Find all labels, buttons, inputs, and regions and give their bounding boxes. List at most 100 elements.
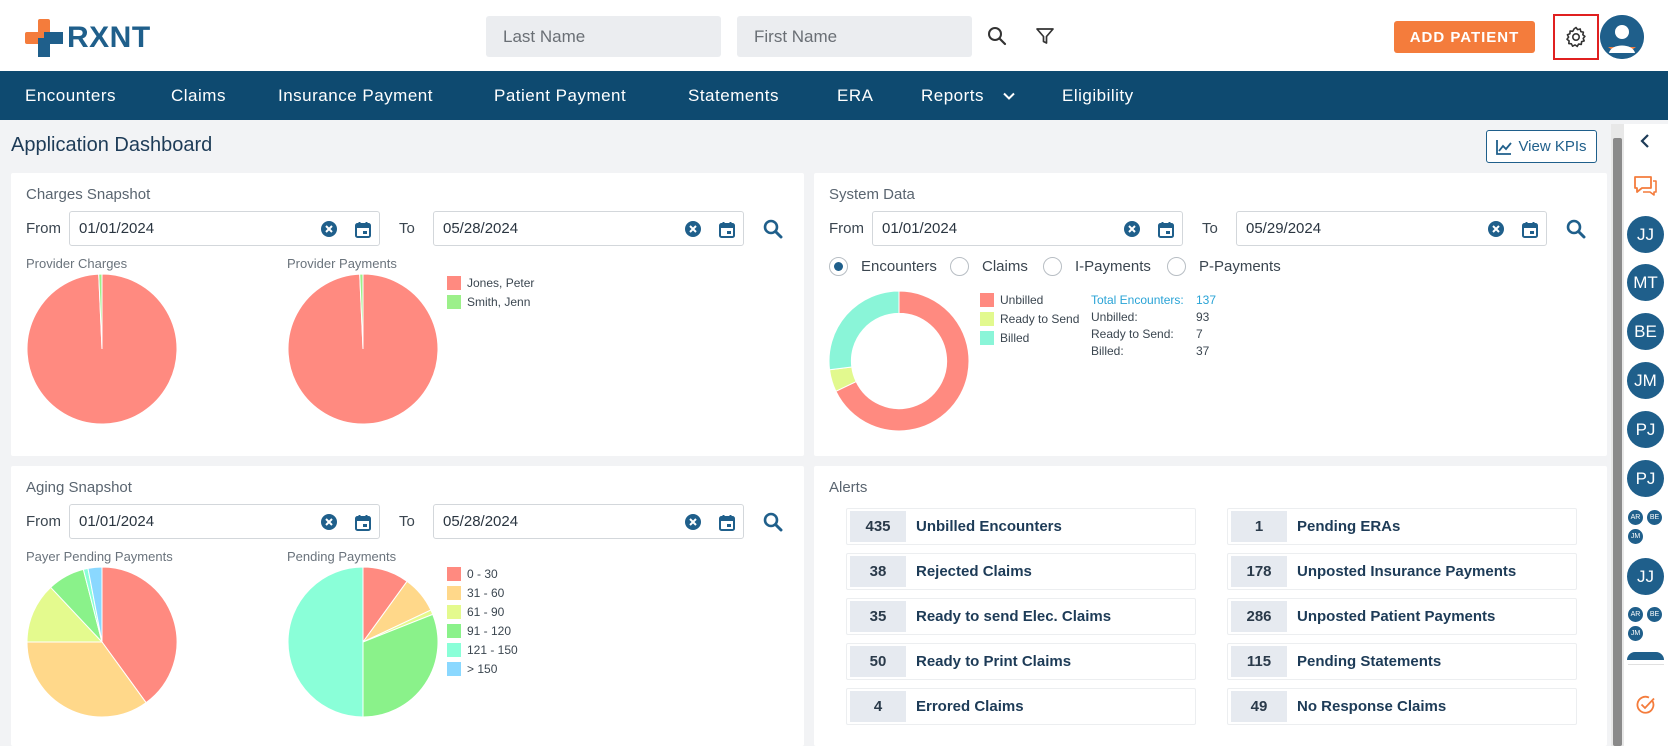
clear-icon[interactable] xyxy=(1486,219,1506,239)
rail-divider xyxy=(1628,664,1664,665)
calendar-icon[interactable] xyxy=(1156,219,1176,239)
calendar-icon[interactable] xyxy=(353,219,373,239)
last-name-input[interactable] xyxy=(486,16,721,57)
main-nav: Encounters Claims Insurance Payment Pati… xyxy=(0,71,1668,120)
alert-errored-claims[interactable]: 4 Errored Claims xyxy=(846,688,1196,725)
alert-label: Rejected Claims xyxy=(916,563,1032,580)
rail-mini-avatar[interactable]: BE xyxy=(1647,607,1662,622)
nav-patient-payment[interactable]: Patient Payment xyxy=(494,86,627,105)
alert-count: 35 xyxy=(850,601,906,632)
pie-slice-31-60 xyxy=(26,641,147,718)
stat-value: 37 xyxy=(1196,344,1210,358)
clear-icon[interactable] xyxy=(319,512,339,532)
nav-claims[interactable]: Claims xyxy=(171,86,226,105)
rxnt-logo[interactable]: RXNT xyxy=(25,18,151,58)
gear-icon xyxy=(1566,26,1586,48)
legend-item: 0 - 30 xyxy=(447,567,498,581)
alert-no-response-claims[interactable]: 49 No Response Claims xyxy=(1227,688,1577,725)
legend-item: Billed xyxy=(980,331,1029,345)
alert-unposted-patient[interactable]: 286 Unposted Patient Payments xyxy=(1227,598,1577,635)
calendar-icon[interactable] xyxy=(717,219,737,239)
radio-indicator xyxy=(1167,257,1186,276)
chat-icon[interactable] xyxy=(1632,174,1658,203)
alert-ready-elec-claims[interactable]: 35 Ready to send Elec. Claims xyxy=(846,598,1196,635)
clear-icon[interactable] xyxy=(1122,219,1142,239)
rail-avatar-partial[interactable] xyxy=(1627,652,1664,660)
legend-item: > 150 xyxy=(447,662,497,676)
provider-charges-label: Provider Charges xyxy=(26,256,128,271)
nav-statements[interactable]: Statements xyxy=(688,86,779,105)
rail-mini-avatar[interactable]: JM xyxy=(1628,626,1643,641)
radio-claims[interactable]: Claims xyxy=(950,257,1028,276)
pie-slice-121-150 xyxy=(287,566,364,718)
alert-unposted-insurance[interactable]: 178 Unposted Insurance Payments xyxy=(1227,553,1577,590)
rail-avatar[interactable]: PJ xyxy=(1627,460,1664,497)
alert-unbilled-encounters[interactable]: 435 Unbilled Encounters xyxy=(846,508,1196,545)
stat-key: Billed: xyxy=(1091,344,1124,358)
scrollbar-thumb[interactable] xyxy=(1613,138,1622,746)
nav-encounters[interactable]: Encounters xyxy=(25,86,116,105)
alert-rejected-claims[interactable]: 38 Rejected Claims xyxy=(846,553,1196,590)
alerts-panel: Alerts 435 Unbilled Encounters 38 Rejected… xyxy=(814,466,1607,746)
chevron-down-icon[interactable] xyxy=(1002,89,1016,108)
clear-icon[interactable] xyxy=(683,512,703,532)
pie-slice-unbilled xyxy=(835,290,970,432)
rail-mini-avatar[interactable]: AR xyxy=(1628,510,1643,525)
rail-avatar[interactable]: JM xyxy=(1627,362,1664,399)
charges-to-label: To xyxy=(399,220,415,237)
system-data-title: System Data xyxy=(829,186,915,203)
legend-label: 91 - 120 xyxy=(467,624,512,638)
check-circle-icon[interactable] xyxy=(1635,694,1657,721)
user-avatar[interactable] xyxy=(1600,15,1644,59)
first-name-input[interactable] xyxy=(737,16,972,57)
nav-insurance-payment[interactable]: Insurance Payment xyxy=(278,86,433,105)
search-icon[interactable] xyxy=(761,510,785,534)
search-icon[interactable] xyxy=(761,217,785,241)
rail-mini-avatar[interactable]: BE xyxy=(1647,510,1662,525)
legend-label: > 150 xyxy=(467,662,498,676)
clear-icon[interactable] xyxy=(683,219,703,239)
nav-reports[interactable]: Reports xyxy=(921,86,985,105)
calendar-icon[interactable] xyxy=(353,512,373,532)
radio-i-payments[interactable]: I-Payments xyxy=(1043,257,1151,276)
legend-item: Jones, Peter xyxy=(447,276,534,290)
rail-avatar[interactable]: BE xyxy=(1627,313,1664,350)
view-kpis-button[interactable]: View KPIs xyxy=(1486,130,1597,163)
rail-avatar[interactable]: JJ xyxy=(1627,558,1664,595)
calendar-icon[interactable] xyxy=(1520,219,1540,239)
total-encounters-stat[interactable]: Total Encounters: 137 xyxy=(1091,293,1216,307)
main-scrollbar[interactable] xyxy=(1611,124,1624,746)
search-icon[interactable] xyxy=(983,22,1011,50)
rail-mini-avatar[interactable]: AR xyxy=(1628,607,1643,622)
legend-label: 61 - 90 xyxy=(467,605,505,619)
chevron-left-icon[interactable] xyxy=(1639,134,1651,153)
provider-charges-pie xyxy=(26,273,178,425)
calendar-icon[interactable] xyxy=(717,512,737,532)
rail-avatar[interactable]: MT xyxy=(1627,264,1664,301)
settings-button[interactable] xyxy=(1553,14,1599,60)
pie-slice-billed xyxy=(828,290,900,371)
radio-label: Encounters xyxy=(861,258,937,275)
filter-icon[interactable] xyxy=(1031,22,1059,50)
nav-eligibility[interactable]: Eligibility xyxy=(1062,86,1134,105)
charges-from-label: From xyxy=(26,220,61,237)
aging-snapshot-panel: Aging Snapshot From 01/01/2024 To 05/28/… xyxy=(11,466,804,746)
alert-pending-statements[interactable]: 115 Pending Statements xyxy=(1227,643,1577,680)
legend-item: 31 - 60 xyxy=(447,586,504,600)
alert-ready-print-claims[interactable]: 50 Ready to Print Claims xyxy=(846,643,1196,680)
alert-pending-eras[interactable]: 1 Pending ERAs xyxy=(1227,508,1577,545)
clear-icon[interactable] xyxy=(319,219,339,239)
charges-snapshot-panel: Charges Snapshot From 01/01/2024 To 05/2… xyxy=(11,173,804,456)
add-patient-button[interactable]: ADD PATIENT xyxy=(1394,21,1535,53)
rail-avatar[interactable]: JJ xyxy=(1627,216,1664,253)
pie-slice-150 xyxy=(87,566,103,643)
radio-p-payments[interactable]: P-Payments xyxy=(1167,257,1281,276)
search-icon[interactable] xyxy=(1564,217,1588,241)
rail-mini-avatar[interactable]: JM xyxy=(1628,529,1643,544)
rail-avatar[interactable]: PJ xyxy=(1627,411,1664,448)
radio-encounters[interactable]: Encounters xyxy=(829,257,937,276)
radio-label: I-Payments xyxy=(1075,258,1151,275)
nav-era[interactable]: ERA xyxy=(837,86,874,105)
charges-from-date[interactable]: 01/01/2024 xyxy=(69,211,380,246)
legend-item: 61 - 90 xyxy=(447,605,504,619)
